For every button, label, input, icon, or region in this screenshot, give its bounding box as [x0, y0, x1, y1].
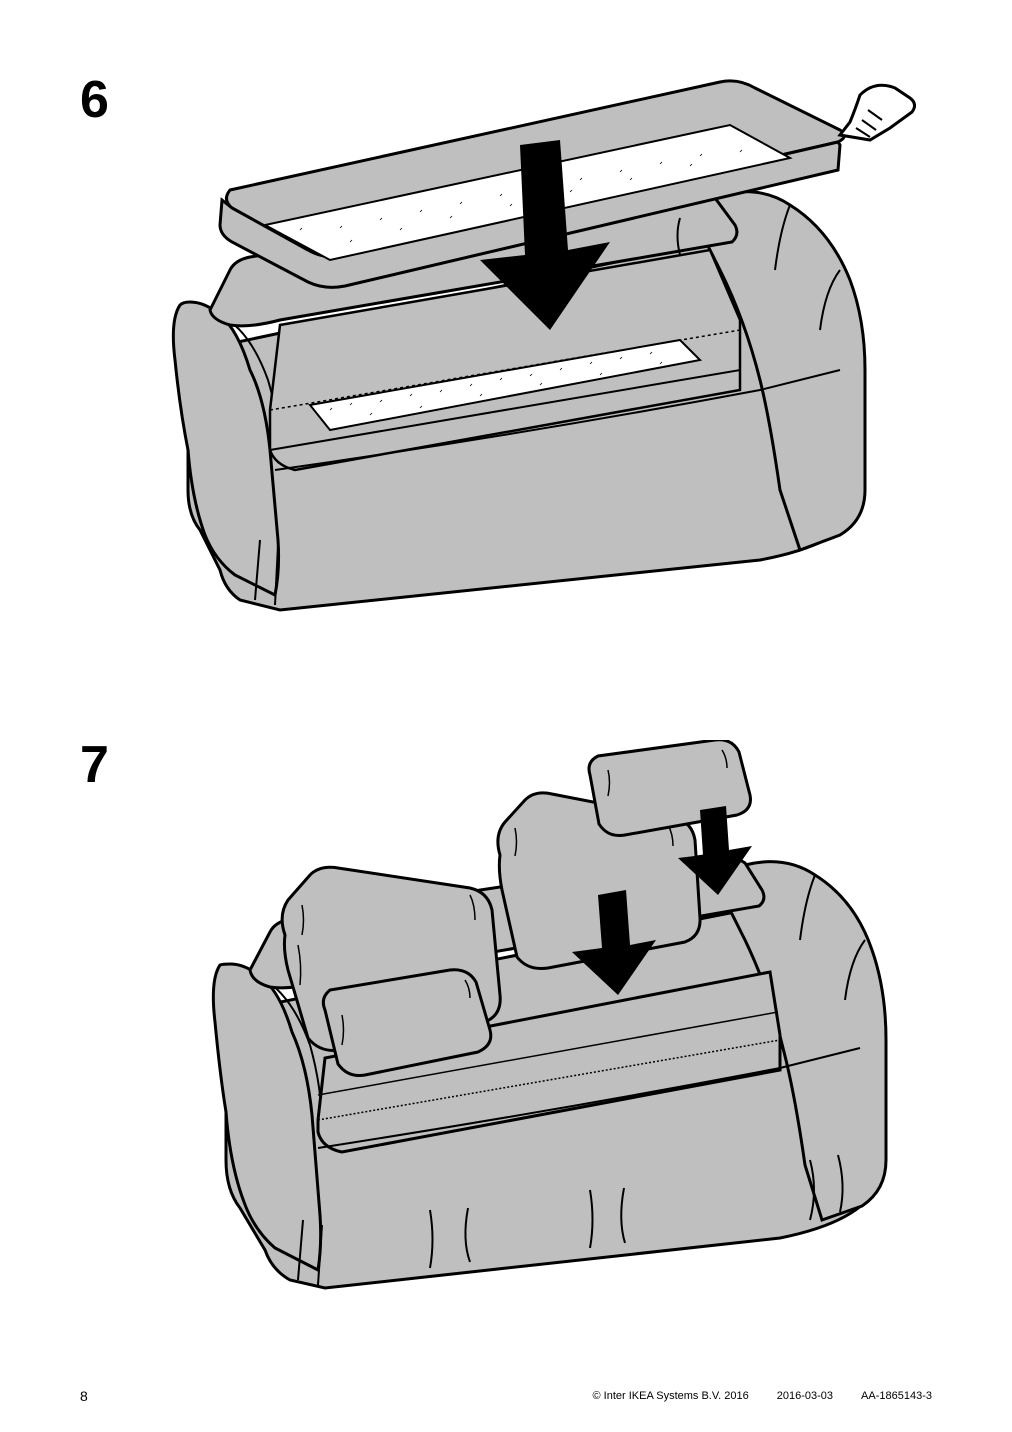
illustration-step-7 — [170, 740, 930, 1320]
page-footer: 8 © Inter IKEA Systems B.V. 2016 2016-03… — [0, 1388, 1012, 1404]
doc-id: AA-1865143-3 — [861, 1390, 932, 1402]
copyright-text: © Inter IKEA Systems B.V. 2016 — [592, 1390, 748, 1402]
footer-meta: © Inter IKEA Systems B.V. 2016 2016-03-0… — [592, 1390, 932, 1402]
step-number-6: 6 — [80, 70, 109, 130]
illustration-step-6 — [120, 70, 940, 630]
assembly-page: 6 — [0, 0, 1012, 1432]
pointing-hand-icon — [840, 85, 915, 140]
step-number-7: 7 — [80, 735, 109, 795]
doc-date: 2016-03-03 — [777, 1390, 833, 1402]
page-number: 8 — [80, 1388, 88, 1404]
